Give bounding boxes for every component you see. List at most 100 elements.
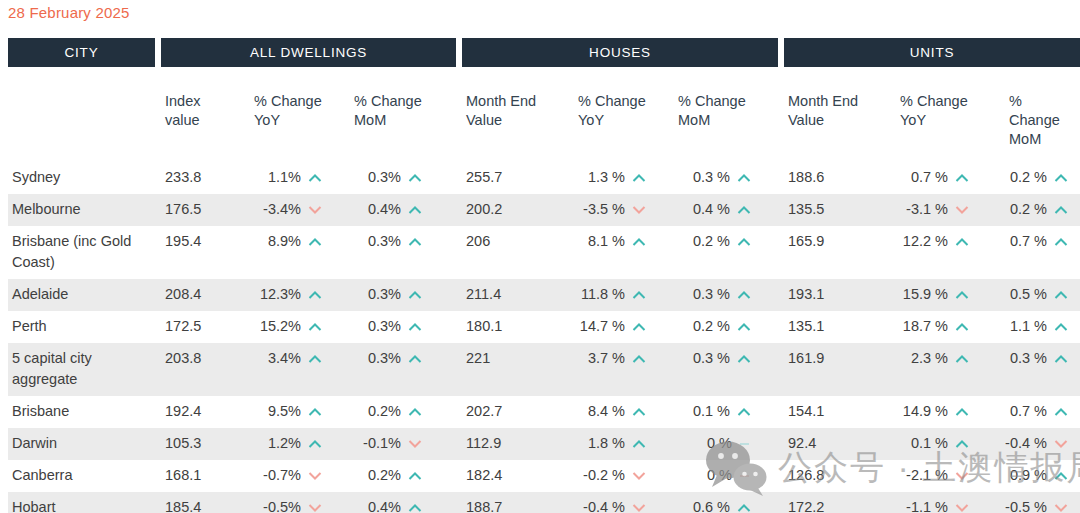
up-arrow-icon	[737, 238, 751, 246]
percent-value: 0.2 %	[693, 316, 730, 337]
up-arrow-icon	[408, 472, 422, 480]
spacer	[426, 396, 462, 407]
units-yoy-cell: 12.2 %	[896, 226, 981, 258]
spacer	[755, 460, 784, 471]
units-month-end-value-cell: 161.9	[784, 343, 896, 375]
houses-yoy-cell: -0.4 %	[574, 492, 650, 513]
spacer	[755, 396, 784, 407]
spacer	[426, 428, 462, 439]
column-header-ad-index-value: Index value	[161, 87, 223, 155]
percent-value: -3.1 %	[906, 199, 948, 220]
percent-value: 9.5%	[268, 401, 301, 422]
percent-value: 0.2%	[368, 401, 401, 422]
up-arrow-icon	[1054, 206, 1068, 214]
percent-value: 14.7 %	[580, 316, 625, 337]
spacer	[426, 311, 462, 322]
city-cell: Adelaide	[8, 279, 161, 311]
ad-index-value-cell: 176.5	[161, 194, 250, 226]
percent-value: 1.3 %	[588, 167, 625, 188]
ad-yoy-cell: 1.1%	[250, 162, 326, 194]
up-arrow-icon	[308, 238, 322, 246]
up-arrow-icon	[1054, 355, 1068, 363]
down-arrow-icon	[308, 472, 322, 480]
ad-yoy-cell: -3.4%	[250, 194, 326, 226]
column-header-row: Index value % Change YoY % Change MoM Mo…	[8, 67, 1080, 162]
up-arrow-icon	[737, 174, 751, 182]
units-yoy-cell: 2.3 %	[896, 343, 981, 375]
spacer	[426, 279, 462, 290]
column-header-units-mom: % Change MoM	[981, 87, 1072, 155]
houses-mom-cell: 0 %	[650, 428, 755, 460]
units-yoy-cell: 0.1 %	[896, 428, 981, 460]
percent-value: 0.3 %	[1010, 348, 1047, 369]
column-header-units-mev: Month End Value	[784, 87, 896, 155]
percent-value: 14.9 %	[903, 401, 948, 422]
houses-yoy-cell: -3.5 %	[574, 194, 650, 226]
spacer	[755, 343, 784, 354]
percent-value: 1.2%	[268, 433, 301, 454]
ad-index-value-cell: 185.4	[161, 492, 250, 513]
percent-value: -1.1 %	[906, 497, 948, 513]
table-body: Sydney 233.8 1.1% 0.3% 255.7 1.3 % 0.3 %…	[8, 162, 1080, 513]
units-yoy-cell: -3.1 %	[896, 194, 981, 226]
percent-value: 0.2 %	[1010, 199, 1047, 220]
down-arrow-icon	[632, 472, 646, 480]
houses-mom-cell: 0 %	[650, 460, 755, 492]
houses-mom-cell: 0.6 %	[650, 492, 755, 513]
spacer	[426, 226, 462, 237]
percent-value: 18.7 %	[903, 316, 948, 337]
down-arrow-icon	[632, 504, 646, 512]
up-arrow-icon	[632, 174, 646, 182]
up-arrow-icon	[1054, 408, 1068, 416]
houses-month-end-value-cell: 211.4	[462, 279, 574, 311]
ad-index-value-cell: 192.4	[161, 396, 250, 428]
up-arrow-icon	[408, 504, 422, 512]
houses-mom-cell: 0.3 %	[650, 343, 755, 375]
percent-value: 0.3%	[368, 316, 401, 337]
up-arrow-icon	[737, 206, 751, 214]
column-header-city-spacer	[8, 87, 161, 155]
houses-mom-cell: 0.2 %	[650, 226, 755, 258]
ad-yoy-cell: -0.5%	[250, 492, 326, 513]
group-header-units: UNITS	[784, 38, 1080, 67]
percent-value: 0.9 %	[1010, 465, 1047, 486]
percent-value: 0.3%	[368, 348, 401, 369]
units-mom-cell: 0.2 %	[981, 162, 1072, 194]
down-arrow-icon	[955, 472, 969, 480]
ad-index-value-cell: 195.4	[161, 226, 250, 258]
column-header-ad-mom: % Change MoM	[326, 87, 426, 155]
table-row: Brisbane (inc Gold Coast) 195.4 8.9% 0.3…	[8, 226, 1080, 279]
down-arrow-icon	[955, 504, 969, 512]
percent-value: 0.4 %	[693, 199, 730, 220]
up-arrow-icon	[632, 291, 646, 299]
ad-index-value-cell: 172.5	[161, 311, 250, 343]
percent-value: 8.9%	[268, 231, 301, 252]
table-row: Canberra 168.1 -0.7% 0.2% 182.4 -0.2 % 0…	[8, 460, 1080, 492]
spacer	[755, 492, 784, 503]
percent-value: 0.3 %	[693, 348, 730, 369]
flat-down-arrow-icon	[739, 472, 751, 480]
group-header-all-dwellings: ALL DWELLINGS	[161, 38, 456, 67]
houses-month-end-value-cell: 182.4	[462, 460, 574, 492]
ad-mom-cell: 0.4%	[326, 492, 426, 513]
up-arrow-icon	[1054, 238, 1068, 246]
percent-value: 0.2 %	[693, 231, 730, 252]
spacer	[426, 492, 462, 503]
units-mom-cell: -0.4 %	[981, 428, 1072, 460]
percent-value: 0.4%	[368, 497, 401, 513]
percent-value: 0.2 %	[1010, 167, 1047, 188]
percent-value: -3.4%	[263, 199, 301, 220]
houses-mom-cell: 0.3 %	[650, 279, 755, 311]
units-yoy-cell: 18.7 %	[896, 311, 981, 343]
column-header-units-yoy: % Change YoY	[896, 87, 981, 155]
houses-yoy-cell: 8.4 %	[574, 396, 650, 428]
units-month-end-value-cell: 154.1	[784, 396, 896, 428]
ad-index-value-cell: 168.1	[161, 460, 250, 492]
table-row: Melbourne 176.5 -3.4% 0.4% 200.2 -3.5 % …	[8, 194, 1080, 226]
percent-value: 0.5 %	[1010, 284, 1047, 305]
houses-month-end-value-cell: 206	[462, 226, 574, 258]
percent-value: 0.6 %	[693, 497, 730, 513]
city-cell: 5 capital city aggregate	[8, 343, 161, 396]
up-arrow-icon	[632, 355, 646, 363]
percent-value: 0.3%	[368, 167, 401, 188]
